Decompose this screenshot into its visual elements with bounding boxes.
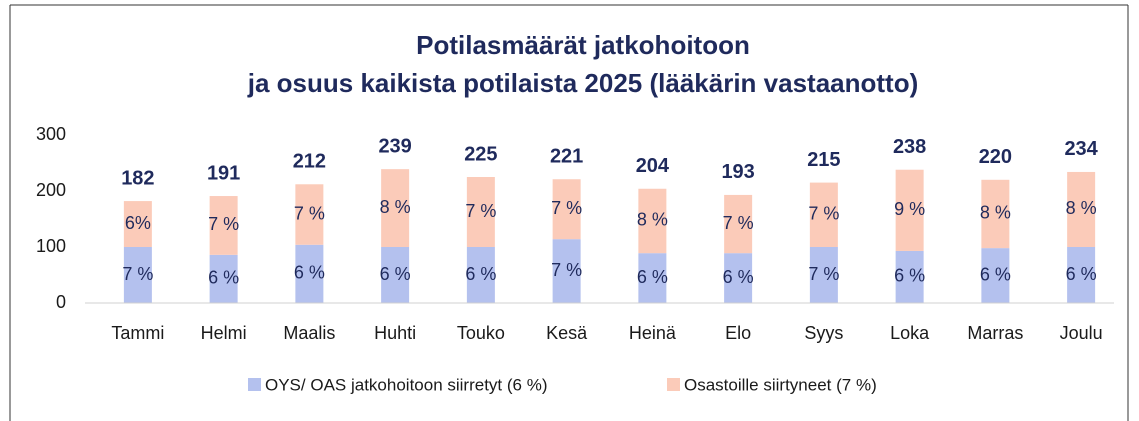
bar-segment xyxy=(295,184,324,245)
bar-segment xyxy=(466,247,495,303)
segment-label: 6% xyxy=(125,213,151,233)
y-tick-label: 100 xyxy=(36,236,66,256)
total-label: 204 xyxy=(636,155,670,177)
bar-segment xyxy=(809,247,838,303)
x-tick-label: Touko xyxy=(457,323,505,343)
segment-label: 7 % xyxy=(465,201,496,221)
x-tick-label: Maalis xyxy=(283,323,335,343)
y-tick-label: 200 xyxy=(36,180,66,200)
bar-segment xyxy=(724,253,753,303)
total-label: 238 xyxy=(893,136,926,158)
chart-title: ja osuus kaikista potilaista 2025 (lääkä… xyxy=(247,68,919,98)
segment-label: 6 % xyxy=(294,263,325,283)
bar-segment xyxy=(295,244,324,303)
bar-segment xyxy=(1067,171,1096,247)
total-label: 193 xyxy=(721,161,754,183)
bar-segment xyxy=(552,239,581,303)
bar-segment xyxy=(381,247,410,303)
segment-label: 8 % xyxy=(1066,198,1097,218)
bar-segment xyxy=(1067,247,1096,303)
segment-label: 7 % xyxy=(808,204,839,224)
segment-label: 7 % xyxy=(551,198,582,218)
bar-segment xyxy=(123,247,152,303)
segment-label: 8 % xyxy=(637,210,668,230)
total-label: 221 xyxy=(550,146,583,168)
x-tick-label: Joulu xyxy=(1060,323,1103,343)
total-label: 220 xyxy=(979,146,1012,168)
segment-label: 6 % xyxy=(980,264,1011,284)
bar-segment xyxy=(552,179,581,240)
segment-label: 8 % xyxy=(380,197,411,217)
x-tick-label: Elo xyxy=(725,323,751,343)
bar-segment xyxy=(981,179,1010,249)
bar-segment xyxy=(123,201,152,247)
segment-label: 6 % xyxy=(894,266,925,286)
legend-label: Osastoille siirtyneet (7 %) xyxy=(684,375,877,394)
bar-segment xyxy=(209,196,238,255)
bar-segment xyxy=(381,169,410,247)
total-label: 182 xyxy=(121,167,154,189)
x-tick-label: Heinä xyxy=(629,323,677,343)
segment-label: 7 % xyxy=(551,260,582,280)
x-tick-label: Loka xyxy=(890,323,930,343)
total-label: 191 xyxy=(207,162,240,184)
chart-title: Potilasmäärät jatkohoitoon xyxy=(416,30,750,60)
bar-segment xyxy=(638,253,667,303)
bar-segment xyxy=(638,188,667,254)
x-tick-label: Marras xyxy=(967,323,1023,343)
bar-segment xyxy=(981,248,1010,303)
legend-swatch xyxy=(248,378,261,391)
segment-label: 7 % xyxy=(808,264,839,284)
bar-segment xyxy=(466,177,495,247)
bar-segment xyxy=(724,194,753,254)
x-tick-label: Huhti xyxy=(374,323,416,343)
y-tick-label: 300 xyxy=(36,124,66,144)
y-tick-label: 0 xyxy=(56,292,66,312)
segment-label: 6 % xyxy=(637,267,668,287)
segment-label: 6 % xyxy=(380,264,411,284)
total-label: 225 xyxy=(464,143,497,165)
legend-label: OYS/ OAS jatkohoitoon siirretyt (6 %) xyxy=(265,375,548,394)
segment-label: 7 % xyxy=(723,213,754,233)
total-label: 212 xyxy=(293,151,326,173)
segment-label: 6 % xyxy=(1066,264,1097,284)
bar-segment xyxy=(895,169,924,251)
segment-label: 8 % xyxy=(980,203,1011,223)
bar-segment xyxy=(895,250,924,303)
segment-label: 7 % xyxy=(294,203,325,223)
segment-label: 6 % xyxy=(465,264,496,284)
segment-label: 7 % xyxy=(122,264,153,284)
x-tick-label: Syys xyxy=(804,323,843,343)
x-tick-label: Kesä xyxy=(546,323,588,343)
segment-label: 6 % xyxy=(723,267,754,287)
x-tick-label: Helmi xyxy=(201,323,247,343)
segment-label: 9 % xyxy=(894,199,925,219)
bar-segment xyxy=(209,254,238,303)
total-label: 215 xyxy=(807,149,840,171)
total-label: 239 xyxy=(378,135,411,157)
total-label: 234 xyxy=(1064,138,1098,160)
x-tick-label: Tammi xyxy=(111,323,164,343)
bar-segment xyxy=(809,182,838,247)
segment-label: 7 % xyxy=(208,214,239,234)
segment-label: 6 % xyxy=(208,268,239,288)
legend-swatch xyxy=(667,378,680,391)
